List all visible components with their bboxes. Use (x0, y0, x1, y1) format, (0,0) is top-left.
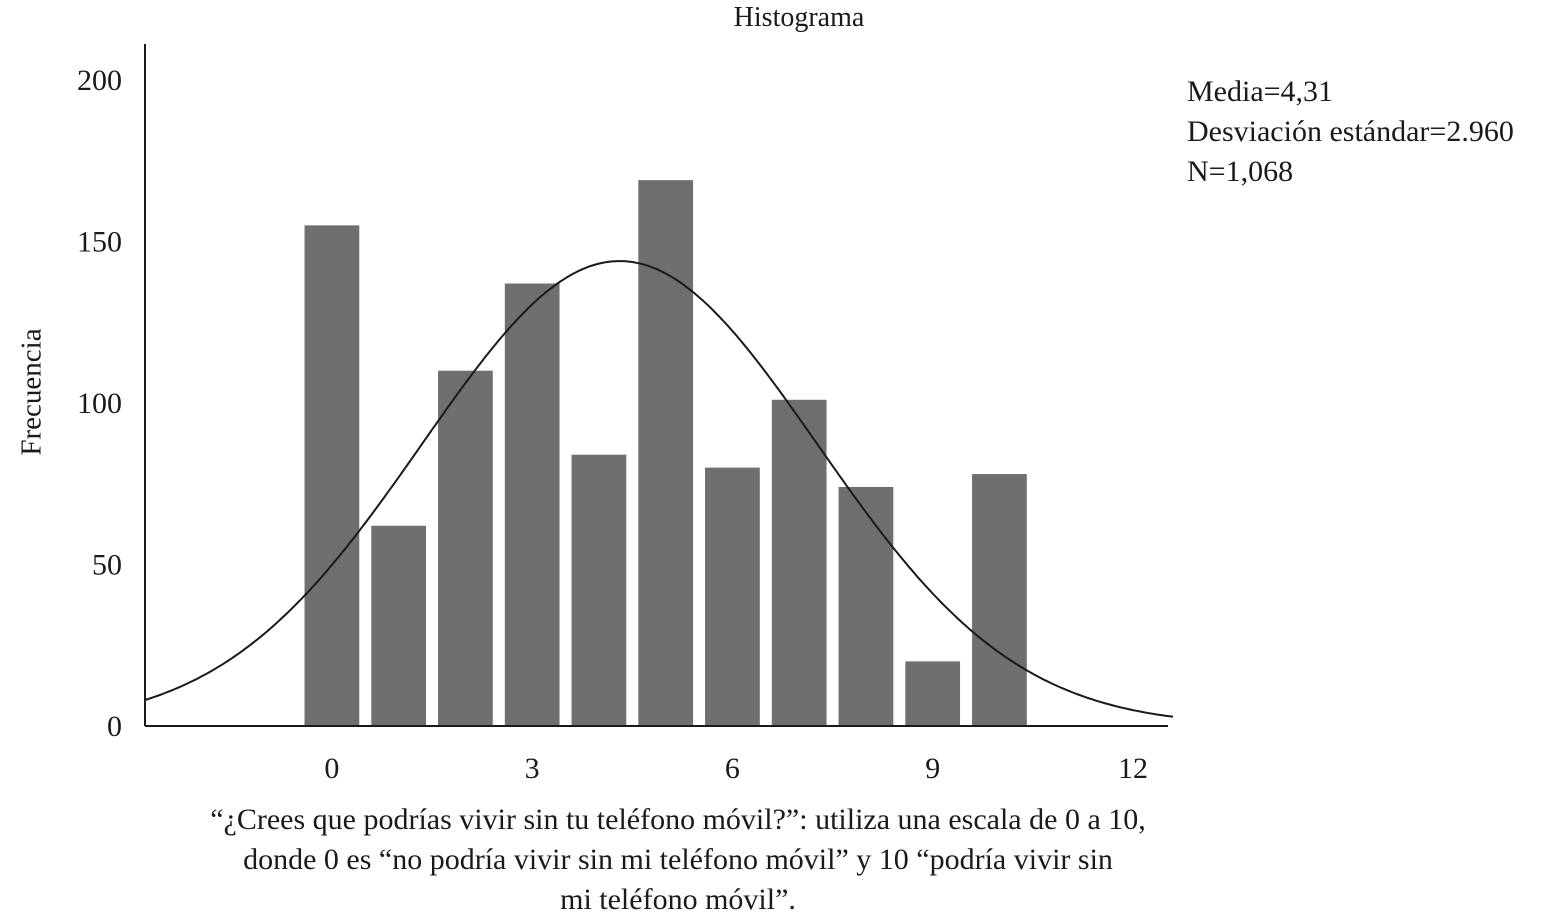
x-tick-label-0: 0 (324, 752, 339, 785)
axes-group (144, 44, 1168, 727)
x-axis-label-line-1: “¿Crees que podrías vivir sin tu teléfon… (210, 803, 1146, 836)
x-tick-label-6: 6 (725, 752, 740, 785)
bars-group (304, 180, 1027, 726)
x-tick-labels: 0 3 6 9 12 (324, 752, 1148, 785)
x-tick-label-9: 9 (925, 752, 940, 785)
bar-9 (905, 661, 961, 726)
bar-4 (571, 454, 627, 726)
bar-5 (638, 180, 694, 726)
bar-7 (771, 399, 827, 726)
y-tick-label-100: 100 (77, 387, 122, 420)
stats-box: Media=4,31 Desviación estándar=2.960 N=1… (1187, 72, 1514, 192)
chart-title: Histograma (733, 2, 865, 33)
bar-6 (705, 467, 760, 726)
x-axis-label: “¿Crees que podrías vivir sin tu teléfon… (0, 800, 1356, 920)
normal-curve-group (144, 260, 1174, 718)
stat-mean: Media=4,31 (1187, 75, 1334, 108)
stat-n: N=1,068 (1187, 155, 1294, 188)
bar-3 (504, 283, 560, 726)
bar-8 (838, 486, 894, 726)
x-axis-label-line-3: mi teléfono móvil”. (560, 883, 796, 916)
normal-curve-line (144, 260, 1174, 718)
x-tick-label-3: 3 (525, 752, 540, 785)
y-axis-label: Frecuencia (15, 328, 48, 456)
bar-0 (304, 225, 360, 726)
bar-1 (371, 525, 427, 726)
x-axis-label-line-2: donde 0 es “no podría vivir sin mi teléf… (243, 843, 1113, 876)
y-tick-label-200: 200 (77, 64, 122, 97)
bar-2 (438, 370, 493, 726)
y-tick-labels: 0 50 100 150 200 (77, 64, 122, 743)
y-tick-label-50: 50 (92, 549, 122, 582)
bar-10 (972, 474, 1027, 726)
x-tick-label-12: 12 (1118, 752, 1148, 785)
stat-sd: Desviación estándar=2.960 (1187, 115, 1514, 148)
y-tick-label-150: 150 (77, 226, 122, 259)
y-tick-label-0: 0 (107, 710, 122, 743)
